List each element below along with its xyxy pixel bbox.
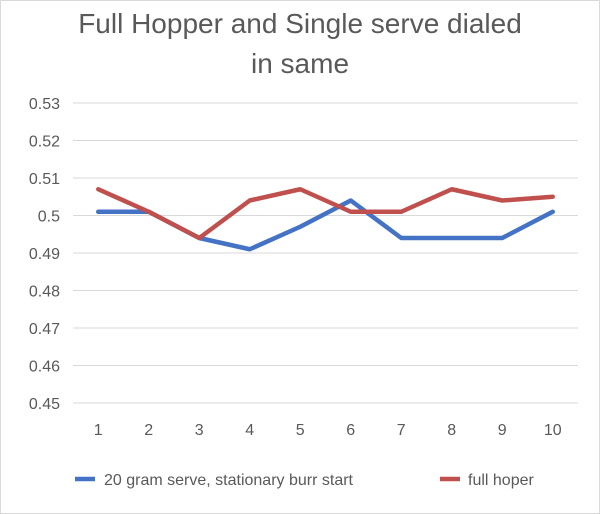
x-tick-label: 2 <box>144 422 153 439</box>
y-tick-label: 0.47 <box>29 321 60 338</box>
x-tick-label: 6 <box>346 422 355 439</box>
y-tick-label: 0.49 <box>29 246 60 263</box>
x-tick-label: 3 <box>195 422 204 439</box>
x-tick-label: 8 <box>447 422 456 439</box>
x-tick-label: 4 <box>245 422 254 439</box>
x-axis-ticks: 1 2 3 4 5 6 7 8 9 10 <box>94 422 562 439</box>
y-tick-label: 0.52 <box>29 134 60 151</box>
x-tick-label: 10 <box>544 422 562 439</box>
x-tick-label: 5 <box>296 422 305 439</box>
chart-title-line-2: in same <box>250 48 350 79</box>
series-line-2 <box>96 187 555 241</box>
x-tick-label: 9 <box>498 422 507 439</box>
chart-title-line-1: Full Hopper and Single serve dialed <box>78 8 522 39</box>
y-tick-label: 0.46 <box>29 359 60 376</box>
legend-label-1: 20 gram serve, stationary burr start <box>104 472 354 489</box>
y-tick-label: 0.5 <box>38 209 60 226</box>
legend-label-2: full hoper <box>468 472 534 489</box>
chart-title: Full Hopper and Single serve dialed in s… <box>0 4 600 84</box>
x-tick-label: 1 <box>94 422 103 439</box>
y-tick-label: 0.45 <box>29 396 60 413</box>
y-tick-label: 0.51 <box>29 171 60 188</box>
y-axis-ticks: 0.45 0.46 0.47 0.48 0.49 0.5 0.51 0.52 0.53 <box>29 96 60 413</box>
y-tick-label: 0.48 <box>29 284 60 301</box>
gridlines <box>73 102 578 404</box>
y-tick-label: 0.53 <box>29 96 60 113</box>
x-tick-label: 7 <box>397 422 406 439</box>
series-lines <box>96 187 555 252</box>
legend: 20 gram serve, stationary burr start full… <box>75 472 534 489</box>
series-line-1 <box>96 198 555 252</box>
